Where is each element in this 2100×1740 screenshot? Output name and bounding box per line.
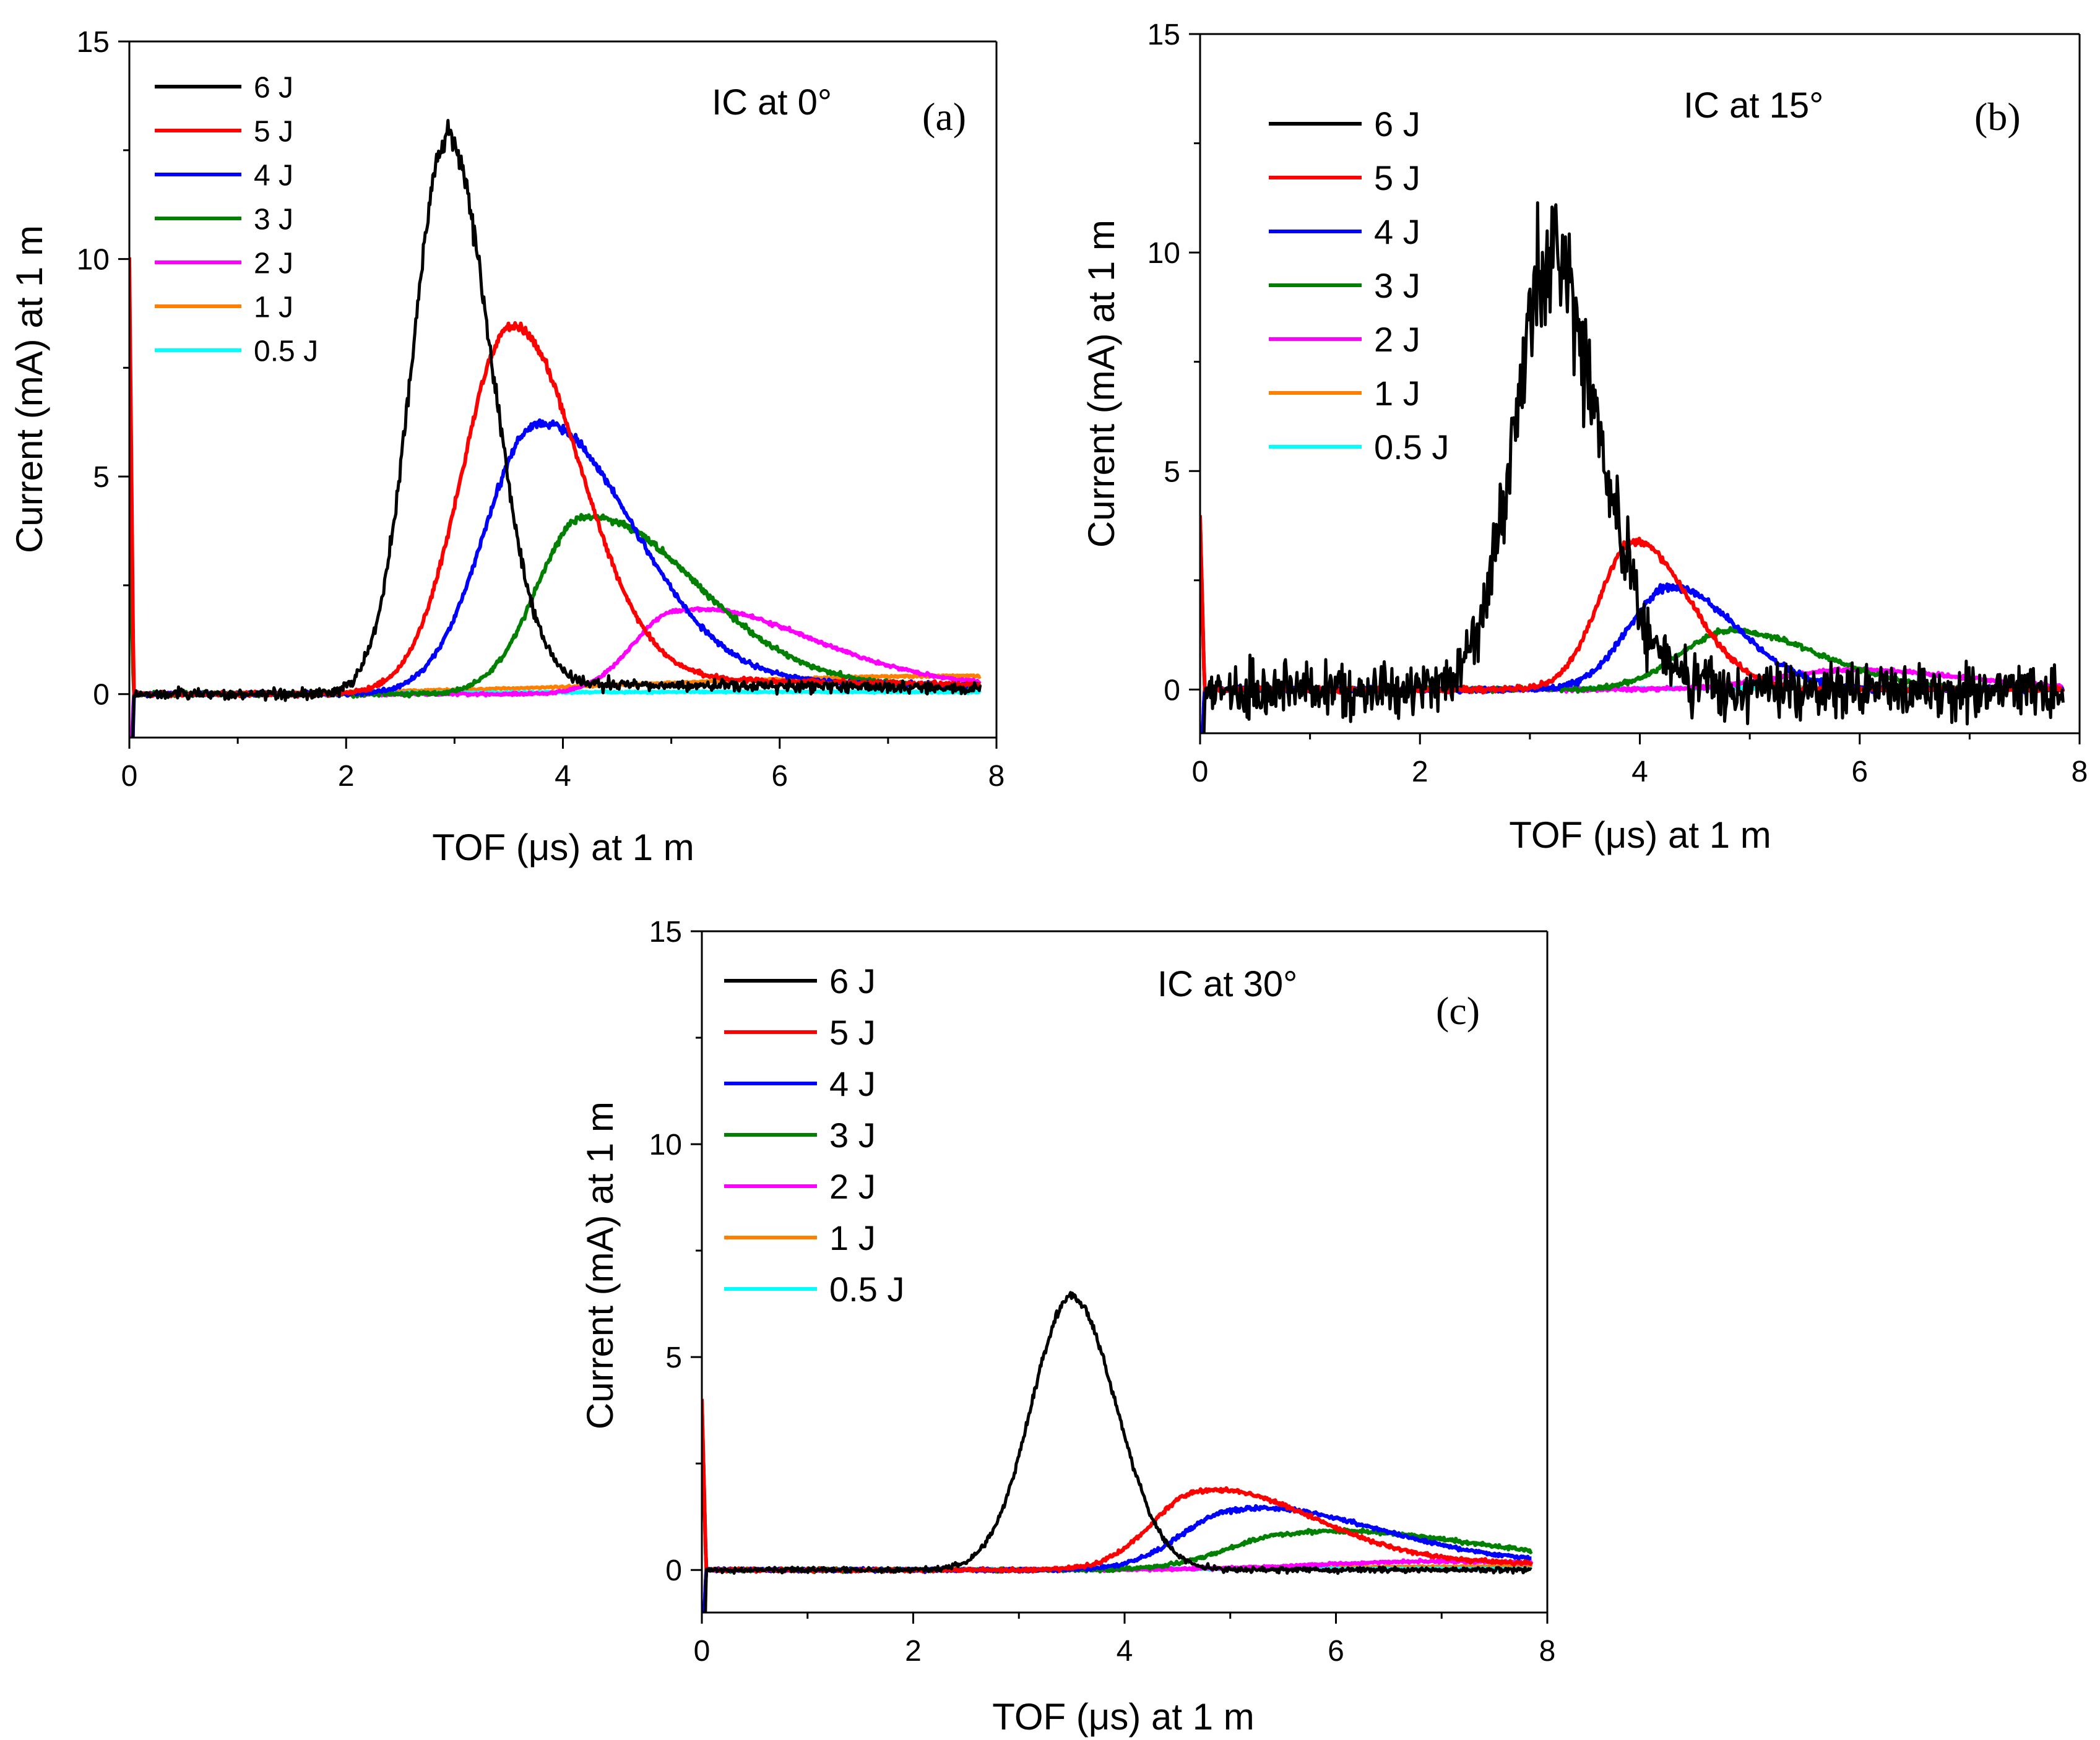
- y-tick-label: 5: [93, 461, 110, 494]
- legend-label: 3 J: [829, 1116, 876, 1155]
- panel-label: (c): [1436, 989, 1480, 1033]
- legend-label: 2 J: [829, 1167, 876, 1206]
- y-tick-label: 0: [93, 679, 110, 712]
- legend: 6 J 5 J 4 J 3 J 2 J 1 J 0.5 J: [1269, 105, 1449, 467]
- chart-panel-b: 0 2 4 6 8 0 5 10 15 TOF (μs) at 1 m Current (mA) a…: [1081, 19, 2088, 856]
- legend-label: 4 J: [254, 159, 293, 192]
- legend: 6 J 5 J 4 J 3 J 2 J 1 J 0.5 J: [155, 71, 318, 368]
- x-tick-label: 0: [121, 760, 138, 793]
- y-tick-label: 10: [649, 1129, 682, 1161]
- angle-annotation: IC at 15°: [1683, 85, 1823, 126]
- series-6-Jline: [131, 119, 982, 738]
- y-tick-label: 10: [1147, 237, 1180, 270]
- x-tick-label: 6: [771, 760, 788, 793]
- series-5-Jline: [1200, 515, 2065, 695]
- chart-panel-c: 0 2 4 6 8 0 5 10 15 TOF (μs) at 1 m Current (mA) a…: [579, 916, 1556, 1738]
- series-5-Jline: [702, 1398, 1534, 1574]
- legend-label: 1 J: [1374, 374, 1420, 413]
- series-3-Jline: [129, 513, 982, 699]
- y-tick-label: 15: [649, 916, 682, 949]
- x-tick-label: 2: [1412, 756, 1428, 788]
- legend-label: 6 J: [829, 962, 876, 1001]
- panel-label: (a): [922, 95, 966, 139]
- y-tick-label: 0: [1164, 674, 1180, 707]
- plot-area: [702, 1291, 1534, 1613]
- x-axis-label: TOF (μs) at 1 m: [432, 827, 694, 868]
- legend-label: 3 J: [254, 203, 293, 236]
- chart-panel-a: 0 2 4 6 8 0 5 10 15 TOF (μs) at 1 m Current (mA) a…: [9, 26, 1005, 868]
- x-tick-label: 0: [1192, 756, 1209, 788]
- legend-label: 2 J: [254, 247, 293, 280]
- series-6-Jline: [1202, 201, 2065, 733]
- legend-label: 2 J: [1374, 320, 1420, 359]
- x-tick-label: 8: [988, 760, 1005, 793]
- legend-label: 0.5 J: [1374, 428, 1449, 467]
- y-tick-label: 5: [665, 1342, 682, 1374]
- legend-label: 5 J: [1374, 158, 1420, 197]
- y-tick-label: 10: [77, 244, 110, 277]
- legend-label: 5 J: [829, 1013, 876, 1052]
- x-tick-label: 4: [1117, 1635, 1133, 1668]
- x-tick-label: 6: [1851, 756, 1868, 788]
- x-tick-label: 2: [905, 1635, 922, 1668]
- x-axis-label: TOF (μs) at 1 m: [1509, 814, 1771, 856]
- x-tick-label: 8: [1539, 1635, 1556, 1668]
- series-6-Jline: [704, 1291, 1532, 1613]
- y-axis-label: Current (mA) at 1 m: [579, 1101, 621, 1429]
- y-tick-label: 15: [1147, 19, 1180, 51]
- plot-area: [1200, 201, 2065, 733]
- legend-label: 6 J: [1374, 105, 1420, 144]
- x-axis-label: TOF (μs) at 1 m: [992, 1696, 1255, 1738]
- y-axis-label: Current (mA) at 1 m: [9, 225, 50, 553]
- x-tick-label: 2: [338, 760, 355, 793]
- legend-label: 3 J: [1374, 266, 1420, 305]
- legend: 6 J 5 J 4 J 3 J 2 J 1 J 0.5 J: [724, 962, 904, 1309]
- y-tick-label: 15: [77, 26, 110, 59]
- y-tick-label: 0: [665, 1554, 682, 1587]
- series-5-Jline: [129, 257, 982, 699]
- x-tick-label: 4: [555, 760, 571, 793]
- panel-label: (b): [1974, 95, 2021, 139]
- legend-label: 4 J: [829, 1064, 876, 1103]
- series-3-Jline: [702, 1400, 1533, 1575]
- series-0-5-Jline: [702, 1400, 1533, 1573]
- plot-area: [129, 119, 982, 738]
- x-tick-label: 6: [1328, 1635, 1344, 1668]
- legend-label: 0.5 J: [829, 1270, 904, 1309]
- legend-label: 5 J: [254, 115, 293, 148]
- x-tick-label: 0: [694, 1635, 711, 1668]
- legend-label: 6 J: [254, 71, 293, 104]
- y-tick-label: 5: [1164, 455, 1180, 488]
- angle-annotation: IC at 0°: [712, 82, 832, 123]
- angle-annotation: IC at 30°: [1157, 964, 1297, 1004]
- x-tick-label: 8: [2072, 756, 2088, 788]
- x-tick-label: 4: [1631, 756, 1648, 788]
- legend-label: 0.5 J: [254, 335, 318, 368]
- legend-label: 1 J: [829, 1218, 876, 1257]
- y-axis-label: Current (mA) at 1 m: [1081, 220, 1122, 548]
- legend-label: 4 J: [1374, 212, 1420, 251]
- legend-label: 1 J: [254, 291, 293, 324]
